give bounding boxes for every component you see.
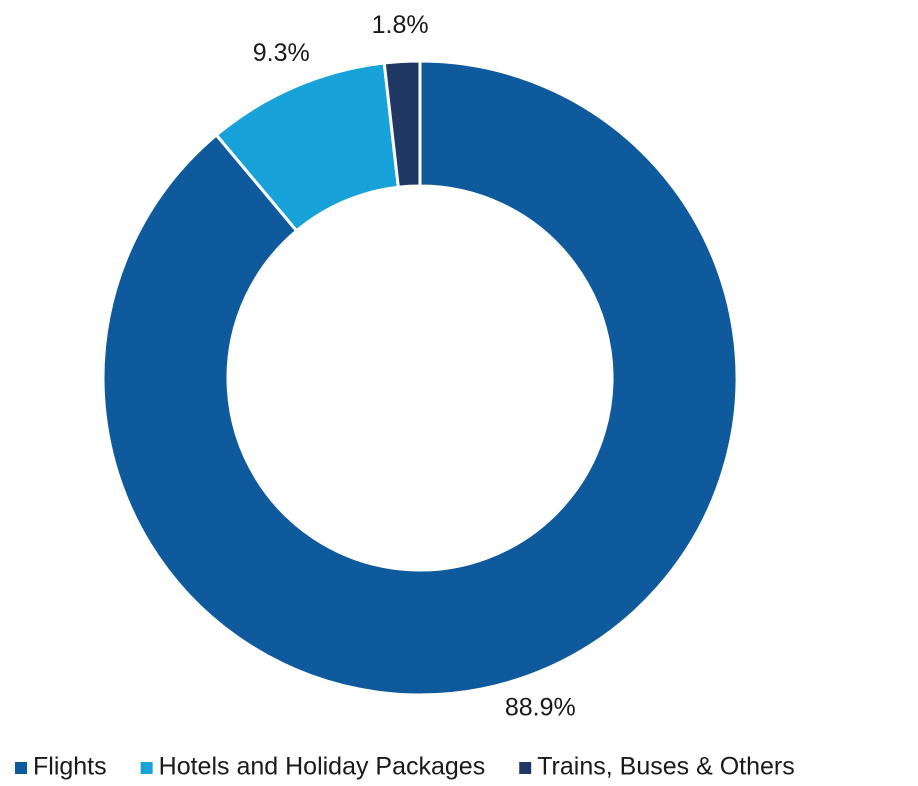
- data-label: 1.8%: [372, 11, 429, 39]
- legend-label: Trains, Buses & Others: [537, 753, 795, 781]
- legend-swatch: [15, 762, 27, 774]
- data-label: 88.9%: [505, 693, 576, 721]
- legend-label: Hotels and Holiday Packages: [159, 753, 486, 781]
- data-label: 9.3%: [253, 39, 310, 67]
- legend-label: Flights: [33, 753, 107, 781]
- donut-slice: [101, 59, 739, 697]
- legend-swatch: [140, 762, 153, 774]
- legend-swatch: [519, 762, 532, 774]
- donut-slice: [382, 59, 422, 189]
